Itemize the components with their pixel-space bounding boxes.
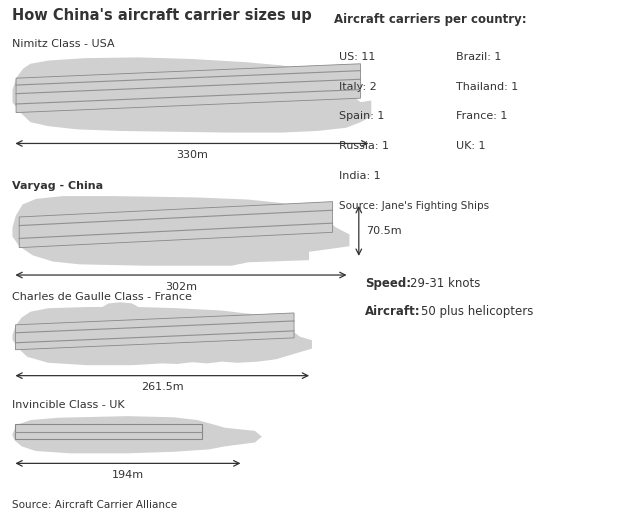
Text: Source: Jane's Fighting Ships: Source: Jane's Fighting Ships (339, 201, 489, 211)
Text: Russia: 1: Russia: 1 (339, 141, 389, 151)
Text: How China's aircraft carrier sizes up: How China's aircraft carrier sizes up (12, 8, 312, 23)
Text: Thailand: 1: Thailand: 1 (456, 82, 518, 91)
Text: Aircraft carriers per country:: Aircraft carriers per country: (334, 13, 527, 26)
Text: Varyag - China: Varyag - China (12, 181, 104, 191)
Text: 261.5m: 261.5m (141, 382, 183, 392)
Text: US: 11: US: 11 (339, 52, 375, 61)
Text: Invincible Class - UK: Invincible Class - UK (12, 400, 125, 410)
Polygon shape (16, 64, 361, 112)
Text: Source: Aircraft Carrier Alliance: Source: Aircraft Carrier Alliance (12, 500, 178, 510)
Text: India: 1: India: 1 (339, 171, 381, 181)
Text: Aircraft:: Aircraft: (365, 305, 421, 318)
Text: France: 1: France: 1 (456, 111, 507, 121)
Text: 194m: 194m (112, 470, 144, 480)
Text: Brazil: 1: Brazil: 1 (456, 52, 501, 61)
Polygon shape (19, 202, 333, 248)
Polygon shape (12, 196, 349, 266)
Polygon shape (12, 416, 262, 454)
Text: 29-31 knots: 29-31 knots (410, 277, 480, 290)
Text: UK: 1: UK: 1 (456, 141, 485, 151)
Polygon shape (12, 302, 312, 365)
Text: 330m: 330m (176, 150, 208, 160)
Polygon shape (12, 57, 371, 133)
Polygon shape (15, 424, 202, 440)
Text: Speed:: Speed: (365, 277, 411, 290)
Text: Charles de Gaulle Class - France: Charles de Gaulle Class - France (12, 292, 192, 302)
Text: Nimitz Class - USA: Nimitz Class - USA (12, 39, 115, 49)
Text: 70.5m: 70.5m (366, 226, 402, 236)
Polygon shape (16, 313, 294, 350)
Text: Italy: 2: Italy: 2 (339, 82, 376, 91)
Text: Spain: 1: Spain: 1 (339, 111, 384, 121)
Text: 50 plus helicopters: 50 plus helicopters (421, 305, 534, 318)
Text: 302m: 302m (165, 282, 197, 292)
